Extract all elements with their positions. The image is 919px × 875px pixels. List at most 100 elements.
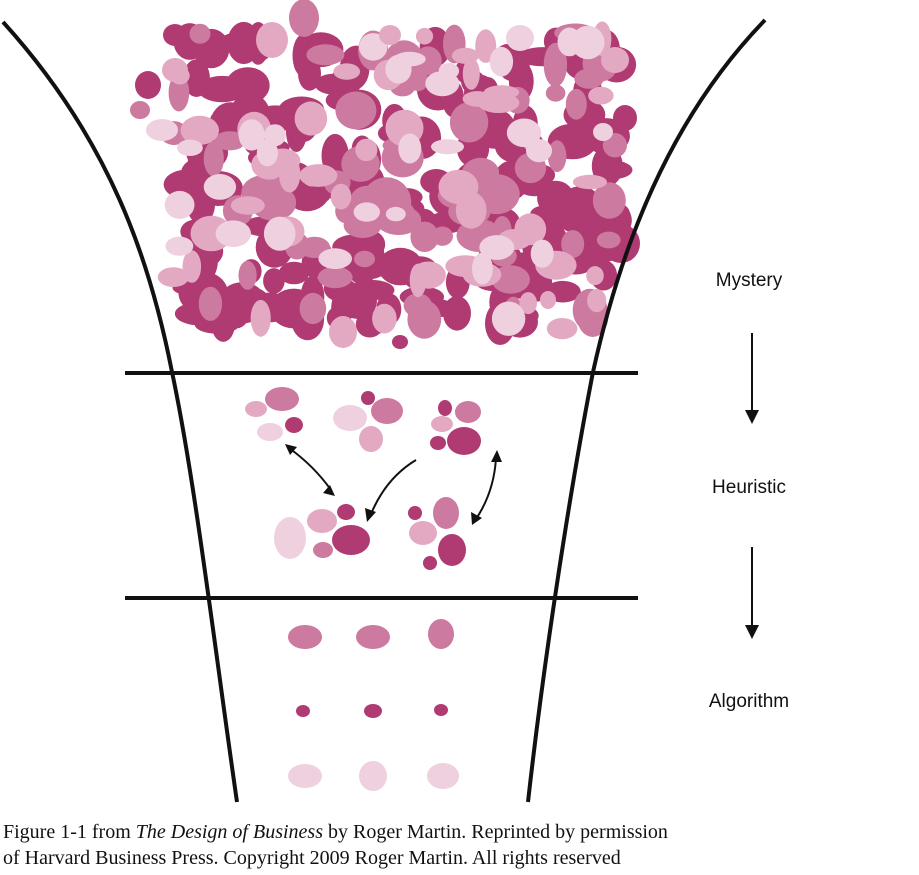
blob (313, 542, 333, 558)
blob (431, 226, 453, 246)
blob (588, 86, 614, 105)
arrow-head (471, 512, 482, 525)
blob (561, 230, 585, 259)
blob (285, 417, 303, 433)
arrow-head (745, 410, 759, 424)
blob (256, 139, 278, 167)
blob (613, 105, 637, 131)
blob (455, 401, 481, 423)
stage-label-mystery: Mystery (715, 270, 783, 291)
blob (146, 119, 178, 141)
arrow-head (323, 485, 335, 496)
blob (571, 25, 605, 60)
blob (428, 619, 454, 649)
blob (361, 391, 375, 405)
blob (278, 261, 310, 285)
blob (596, 231, 621, 249)
blob (586, 266, 604, 286)
blob (288, 764, 322, 788)
algorithm-blobs (288, 619, 459, 791)
curved-arrow-center (370, 459, 417, 515)
blob (182, 250, 202, 283)
blob (130, 101, 150, 119)
blob (438, 169, 479, 205)
stage-label-heuristic: Heuristic (712, 477, 786, 498)
blob (410, 221, 439, 252)
heuristic-blob-groups (245, 387, 481, 570)
blob (215, 220, 251, 247)
blob (601, 47, 629, 73)
blob (491, 265, 530, 294)
stage-arrows (745, 333, 759, 639)
blob (364, 704, 382, 718)
blob (415, 27, 434, 45)
blob (332, 525, 370, 555)
blob (506, 118, 542, 148)
caption-prefix: Figure 1-1 from (3, 821, 136, 843)
blob (335, 91, 377, 130)
blob (545, 84, 566, 102)
blob (265, 387, 299, 411)
blob (180, 115, 219, 145)
arrow-head (285, 444, 297, 455)
blob (358, 33, 388, 61)
blob (403, 293, 432, 318)
blob (337, 504, 355, 520)
blob (565, 88, 587, 120)
blob (330, 183, 352, 210)
blob (546, 318, 578, 340)
blob (547, 140, 567, 173)
blob (409, 263, 427, 298)
double-arrow-right (475, 457, 497, 520)
blob (431, 416, 453, 432)
blob (587, 289, 607, 313)
blob (519, 292, 537, 315)
blob (230, 196, 265, 215)
stage-label-algorithm: Algorithm (708, 691, 790, 712)
blob (238, 119, 265, 151)
blob (526, 139, 552, 163)
blob (561, 186, 600, 218)
blob (409, 521, 437, 545)
blob (462, 57, 480, 90)
blob (299, 292, 327, 325)
blob (189, 23, 211, 44)
caption-line1-suffix: by Roger Martin. Reprinted by permission (322, 821, 668, 843)
blob (318, 248, 353, 270)
caption-line-2: of Harvard Business Press. Copyright 200… (3, 847, 621, 869)
blob (183, 59, 210, 97)
heuristic-group-5 (408, 497, 466, 570)
blob (203, 140, 224, 177)
blob (472, 252, 493, 285)
blob (288, 625, 322, 649)
blob (250, 299, 271, 337)
blob (438, 400, 452, 416)
blob (489, 46, 514, 77)
heuristic-group-4 (274, 504, 370, 559)
arrow-head (365, 508, 376, 522)
blob (356, 625, 390, 649)
heuristic-group-3 (430, 400, 481, 455)
mystery-blob-cluster (130, 0, 641, 349)
blob (329, 316, 357, 348)
blob (162, 58, 188, 82)
blob (479, 235, 515, 260)
blob (423, 556, 437, 570)
caption-line-1: Figure 1-1 from The Design of Business b… (3, 819, 668, 845)
blob (274, 517, 306, 559)
blob (447, 427, 481, 455)
blob (221, 286, 252, 329)
blob (592, 182, 626, 219)
arrow-head (491, 450, 502, 462)
blob (543, 42, 568, 87)
blob (408, 506, 422, 520)
blob (475, 29, 497, 63)
blob (449, 102, 489, 143)
blob (431, 139, 464, 155)
blob (164, 190, 195, 219)
blob (353, 202, 380, 222)
blob (438, 534, 466, 566)
blob (298, 56, 321, 91)
blob (203, 174, 237, 200)
blob (354, 250, 375, 268)
